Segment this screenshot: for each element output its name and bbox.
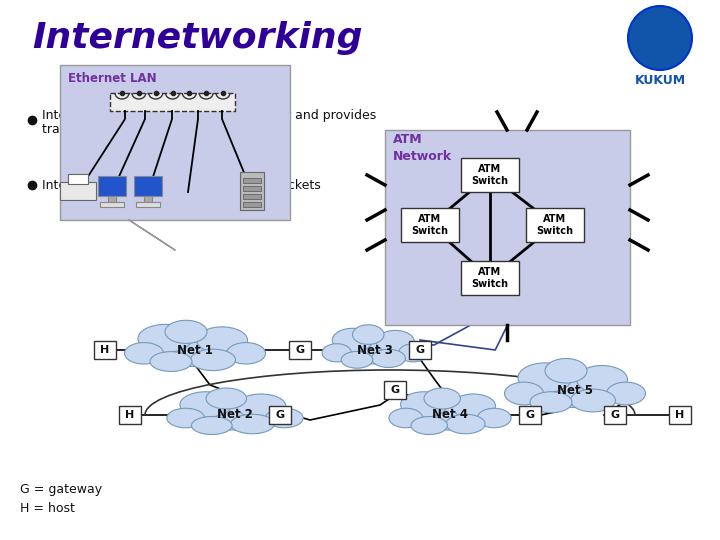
Text: Net 3: Net 3: [357, 343, 393, 356]
Text: Net 2: Net 2: [217, 408, 253, 422]
Ellipse shape: [180, 392, 232, 417]
Ellipse shape: [570, 389, 616, 412]
Bar: [519, 406, 541, 424]
Ellipse shape: [189, 400, 282, 430]
Text: Internetworking: Internetworking: [32, 21, 362, 55]
Ellipse shape: [353, 325, 384, 345]
Bar: [243, 194, 261, 199]
Text: G: G: [276, 410, 284, 420]
Bar: [604, 406, 626, 424]
Ellipse shape: [167, 408, 204, 428]
Ellipse shape: [545, 359, 587, 383]
FancyBboxPatch shape: [385, 130, 630, 325]
Ellipse shape: [372, 349, 405, 368]
Bar: [119, 406, 141, 424]
Text: transfer of packets: transfer of packets: [42, 124, 160, 137]
Ellipse shape: [339, 336, 411, 364]
Text: ATM
Switch: ATM Switch: [412, 214, 449, 236]
Bar: [243, 186, 261, 191]
Ellipse shape: [266, 408, 303, 428]
Text: Internetworking provides transfer of packets: Internetworking provides transfer of pac…: [42, 179, 320, 192]
Ellipse shape: [505, 382, 544, 405]
Ellipse shape: [191, 349, 235, 370]
Text: ATM
Switch: ATM Switch: [536, 214, 574, 236]
Text: G: G: [390, 385, 400, 395]
Text: Ethernet LAN: Ethernet LAN: [68, 72, 157, 85]
Ellipse shape: [165, 320, 207, 343]
FancyBboxPatch shape: [60, 65, 290, 220]
Circle shape: [628, 6, 692, 70]
Text: H: H: [100, 345, 109, 355]
Bar: [144, 196, 152, 202]
Ellipse shape: [446, 414, 485, 434]
FancyBboxPatch shape: [401, 208, 459, 242]
Ellipse shape: [197, 327, 248, 353]
Text: KUKUM: KUKUM: [634, 73, 685, 86]
Ellipse shape: [399, 343, 428, 362]
Ellipse shape: [341, 352, 373, 368]
Bar: [60, 182, 96, 200]
Bar: [134, 176, 162, 196]
Text: ATM
Network: ATM Network: [393, 133, 452, 163]
Ellipse shape: [376, 330, 415, 353]
Bar: [289, 341, 311, 359]
Bar: [98, 176, 126, 196]
Text: ATM
Switch: ATM Switch: [472, 164, 508, 186]
Text: Internetworking is part of network layer and provides: Internetworking is part of network layer…: [42, 109, 377, 122]
Text: ATM
Switch: ATM Switch: [472, 267, 508, 289]
Ellipse shape: [192, 416, 232, 435]
Text: Net 1: Net 1: [177, 343, 213, 356]
FancyBboxPatch shape: [461, 261, 519, 295]
Text: G: G: [415, 345, 425, 355]
Bar: [68, 174, 88, 184]
Ellipse shape: [424, 388, 460, 409]
Ellipse shape: [125, 342, 163, 364]
Polygon shape: [129, 220, 175, 250]
Bar: [94, 341, 116, 359]
Text: H: H: [125, 410, 135, 420]
Ellipse shape: [400, 392, 447, 417]
Text: H: H: [675, 410, 685, 420]
Text: H = host: H = host: [20, 502, 75, 515]
Ellipse shape: [227, 342, 266, 364]
Ellipse shape: [577, 366, 628, 394]
Text: Net 4: Net 4: [432, 408, 468, 422]
Text: G: G: [611, 410, 620, 420]
Bar: [243, 178, 261, 183]
Ellipse shape: [411, 416, 447, 435]
Bar: [243, 202, 261, 207]
Bar: [409, 341, 431, 359]
Bar: [269, 406, 291, 424]
FancyBboxPatch shape: [461, 158, 519, 192]
Bar: [240, 172, 264, 210]
Ellipse shape: [527, 373, 623, 408]
Ellipse shape: [147, 334, 243, 367]
Text: G: G: [295, 345, 305, 355]
Ellipse shape: [389, 408, 423, 428]
Ellipse shape: [408, 400, 492, 430]
Ellipse shape: [236, 394, 286, 418]
Text: G = gateway: G = gateway: [20, 483, 102, 496]
Ellipse shape: [451, 394, 495, 418]
Bar: [100, 202, 124, 207]
Bar: [110, 93, 235, 111]
Ellipse shape: [518, 363, 572, 393]
Bar: [108, 196, 116, 202]
Ellipse shape: [477, 408, 511, 428]
Bar: [136, 202, 160, 207]
Ellipse shape: [530, 392, 572, 413]
Text: Net 5: Net 5: [557, 383, 593, 396]
FancyBboxPatch shape: [526, 208, 584, 242]
Ellipse shape: [138, 325, 192, 353]
Ellipse shape: [322, 343, 351, 362]
Text: G: G: [526, 410, 534, 420]
Bar: [384, 381, 406, 399]
Ellipse shape: [332, 328, 373, 352]
Ellipse shape: [606, 382, 646, 405]
Ellipse shape: [150, 352, 192, 372]
Ellipse shape: [206, 388, 246, 409]
Bar: [669, 406, 691, 424]
Ellipse shape: [230, 414, 274, 434]
